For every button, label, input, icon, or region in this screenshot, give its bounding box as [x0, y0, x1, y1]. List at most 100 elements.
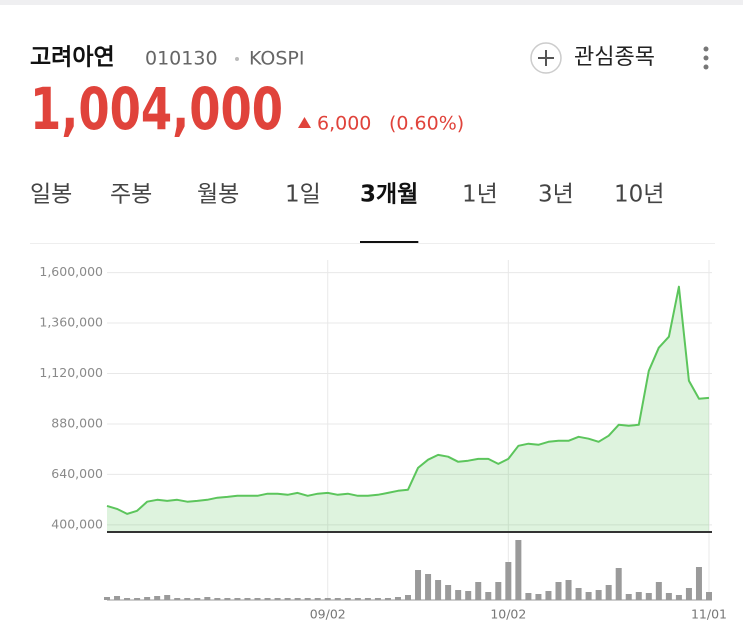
volume-bar	[124, 598, 131, 600]
x-tick-label: 10/02	[490, 607, 526, 622]
price-change: 6,000	[317, 113, 371, 135]
y-tick-label: 400,000	[51, 516, 103, 531]
y-tick-label: 1,600,000	[39, 264, 103, 279]
volume-bar	[435, 580, 442, 600]
volume-bar	[354, 598, 361, 600]
watch-label[interactable]: 관심종목	[574, 45, 655, 70]
volume-bar	[214, 598, 221, 600]
volume-bar	[274, 598, 281, 600]
volume-bar	[675, 595, 682, 600]
y-tick-label: 1,360,000	[39, 315, 103, 330]
period-tabs: 일봉 주봉 월봉 1일 3개월 1년 3년 10년	[30, 182, 664, 244]
volume-bar	[455, 590, 462, 600]
volume-bar	[555, 582, 562, 600]
volume-bar	[525, 593, 532, 600]
volume-bar	[174, 598, 181, 600]
price-line	[106, 285, 710, 515]
plus-sign	[538, 50, 554, 66]
volume-bar	[184, 598, 191, 600]
volume-bar	[655, 582, 662, 600]
up-triangle	[298, 117, 311, 128]
price-area	[107, 286, 709, 532]
period-tab[interactable]: 일봉	[30, 182, 72, 208]
volume-bar	[164, 595, 171, 600]
volume-bar	[615, 568, 622, 600]
volume-bar	[495, 582, 502, 600]
volume-bar	[374, 598, 381, 600]
volume-bar	[685, 588, 692, 600]
volume-bar	[545, 591, 552, 600]
menu-dot	[703, 46, 709, 52]
volume-bar	[565, 580, 572, 600]
volume-bar	[665, 593, 672, 600]
period-tab[interactable]: 3년	[538, 182, 574, 208]
x-tick-label: 09/02	[310, 607, 346, 622]
volume-bar	[144, 597, 151, 600]
volume-bar	[415, 570, 422, 600]
volume-bar	[535, 594, 542, 600]
active-tab-underline	[360, 241, 419, 244]
period-tab[interactable]: 월봉	[197, 182, 239, 208]
volume-bar	[605, 585, 612, 600]
volume-bar	[595, 590, 602, 600]
volume-bar	[425, 574, 432, 600]
price-change-pct: (0.60%)	[389, 113, 464, 135]
volume-bar	[204, 597, 211, 600]
period-tab[interactable]: 1일	[285, 182, 321, 208]
y-tick-label: 1,120,000	[39, 365, 103, 380]
volume-bar	[625, 594, 632, 600]
volume-bar	[585, 592, 592, 600]
volume-bar	[575, 588, 582, 600]
volume-bar	[394, 597, 401, 600]
period-tab[interactable]: 주봉	[110, 182, 152, 208]
menu-dot	[703, 64, 709, 70]
volume-bar	[515, 540, 522, 600]
y-tick-label: 640,000	[51, 466, 103, 481]
volume-bar	[224, 598, 231, 600]
separator-dot	[235, 57, 239, 61]
y-tick-label: 880,000	[51, 415, 103, 430]
current-price: 1,004,000	[30, 75, 283, 143]
volume-bar	[304, 598, 311, 600]
volume-bar	[314, 598, 321, 600]
volume-bar	[706, 592, 712, 600]
volume-bar	[244, 598, 251, 600]
volume-bar	[405, 595, 411, 600]
volume-bar	[635, 592, 642, 600]
period-tab[interactable]: 1년	[462, 182, 498, 208]
volume-bar	[254, 598, 261, 600]
volume-bar	[334, 598, 341, 600]
period-tab[interactable]: 3개월	[360, 182, 418, 208]
volume-bar	[264, 598, 271, 600]
volume-bar	[485, 592, 492, 600]
volume-bar	[465, 591, 472, 600]
volume-bar	[364, 598, 371, 600]
volume-bar	[134, 598, 141, 600]
top-bar	[0, 0, 743, 5]
volume-bar	[104, 597, 110, 600]
period-tab[interactable]: 10년	[614, 182, 664, 208]
volume-bar	[324, 598, 331, 600]
volume-bar	[294, 598, 301, 600]
volume-bar	[475, 582, 482, 600]
volume-bar	[645, 593, 652, 600]
volume-bar	[114, 596, 121, 600]
volume-bar	[154, 596, 161, 600]
stock-name: 고려아연	[30, 45, 115, 71]
volume-bar	[505, 562, 512, 600]
x-tick-label: 11/01	[691, 607, 727, 622]
price-chart: 400,000 640,000 880,000 1,120,000 1,360,000 1…	[39, 260, 727, 622]
volume-bar	[344, 598, 351, 600]
volume-bar	[234, 598, 241, 600]
menu-dot	[703, 55, 709, 61]
market: KOSPI	[249, 48, 305, 70]
volume-bar	[384, 598, 391, 600]
watch-button[interactable]: 관심종목	[530, 42, 655, 74]
stock-code: 010130	[145, 48, 218, 70]
volume-bar	[695, 567, 702, 600]
volume-bar	[194, 598, 201, 600]
volume-bar	[445, 585, 452, 600]
more-menu[interactable]	[703, 46, 709, 70]
